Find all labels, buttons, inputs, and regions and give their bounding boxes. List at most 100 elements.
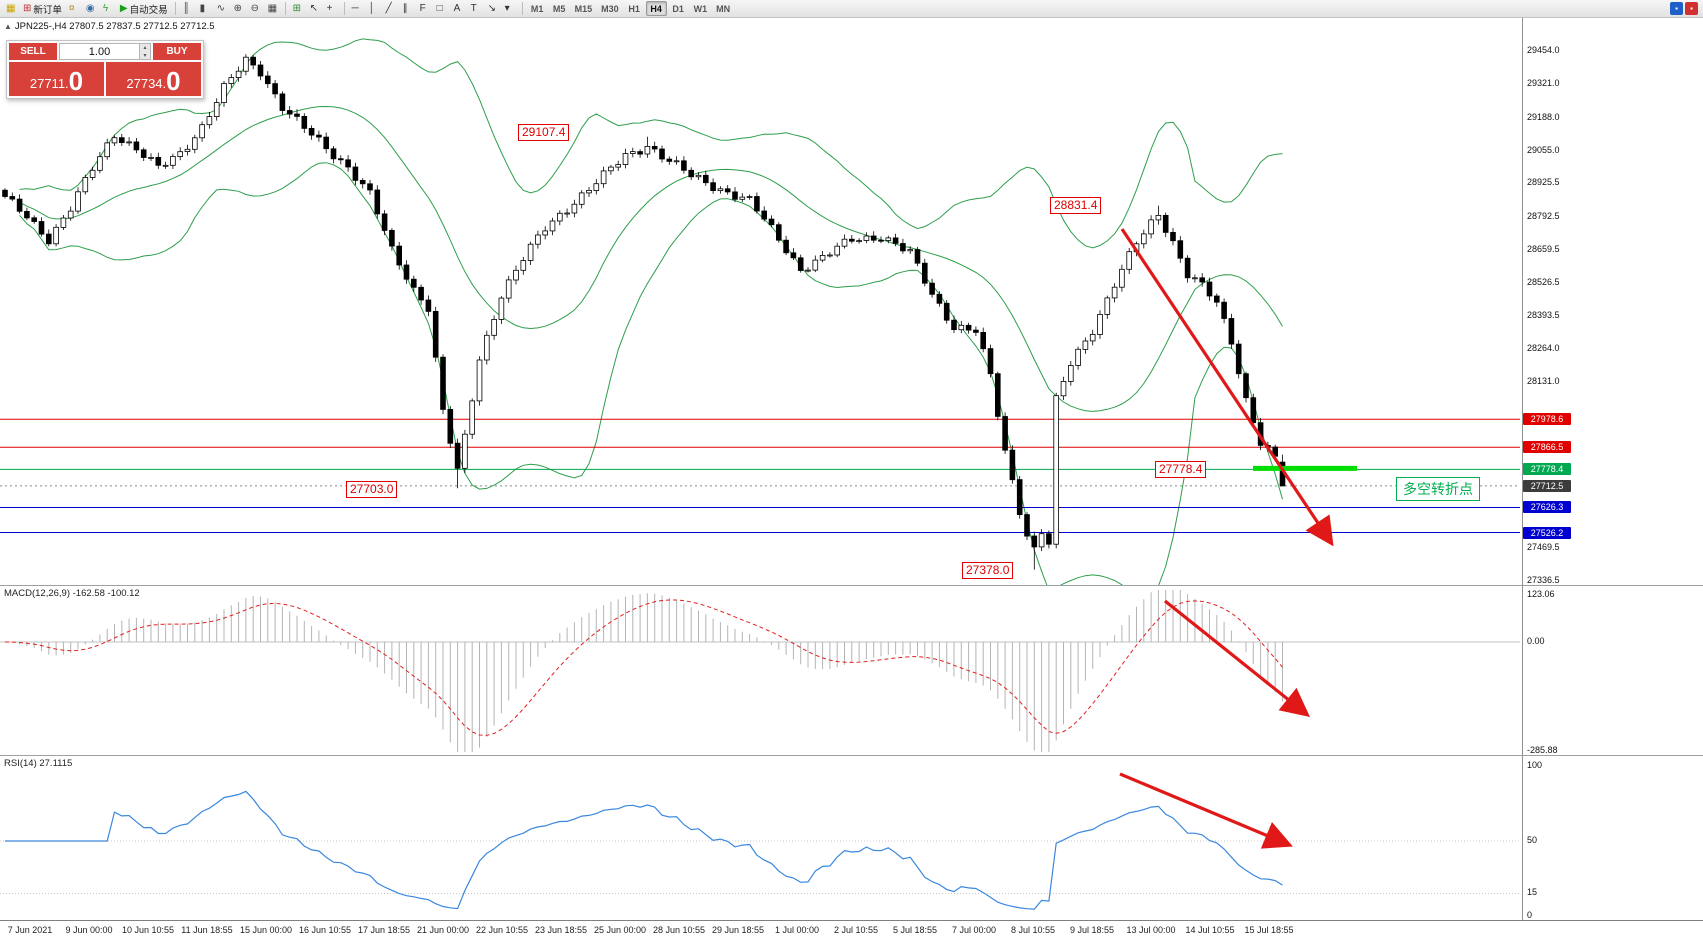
- timeframe-W1[interactable]: W1: [693, 3, 708, 14]
- time-axis-label: 29 Jun 18:55: [711, 925, 765, 935]
- rsi-panel[interactable]: RSI(14) 27.1115: [0, 755, 1703, 920]
- price-chart-canvas[interactable]: [0, 18, 1703, 585]
- expert-advisor-icon[interactable]: ϟ: [100, 1, 116, 16]
- bar-chart-mode-icon: ║: [182, 2, 190, 14]
- time-axis-label: 25 Jun 00:00: [593, 925, 647, 935]
- timeframe-MN[interactable]: MN: [716, 3, 731, 14]
- vertical-line-icon[interactable]: │: [366, 1, 382, 16]
- main-price-chart[interactable]: ▲ JPN225-,H4 27807.5 27837.5 27712.5 2771…: [0, 18, 1703, 585]
- zoom-out-icon[interactable]: ⊖: [248, 1, 264, 16]
- volume-spinner: ▴ ▾: [139, 44, 150, 59]
- shapes-icon: □: [436, 2, 443, 14]
- macd-scale-label: -285.88: [1527, 745, 1558, 755]
- price-callout: 29107.4: [518, 124, 570, 141]
- symbol-ohlc-text: JPN225-,H4 27807.5 27837.5 27712.5 27712…: [14, 21, 215, 32]
- rsi-line: [5, 790, 1283, 910]
- buy-button[interactable]: BUY: [153, 43, 201, 60]
- crosshair-icon[interactable]: +: [324, 1, 340, 16]
- time-axis[interactable]: 7 Jun 2021 9 Jun 00:00 10 Jun 10:55 11 Jun …: [0, 920, 1703, 940]
- new-chart-icon: ⊞: [292, 2, 302, 14]
- web-terminal-icon[interactable]: ◉: [83, 1, 99, 16]
- horizontal-line-icon[interactable]: ─: [349, 1, 365, 16]
- volume-decrease-icon[interactable]: ▾: [139, 51, 150, 59]
- text-tool-icon: A: [453, 2, 461, 14]
- toolbar-right-icons: ▪ ▪: [1670, 2, 1700, 15]
- macd-panel[interactable]: MACD(12,26,9) -162.58 -100.12: [0, 585, 1703, 755]
- timeframe-M30[interactable]: M30: [601, 3, 619, 14]
- time-axis-label: 23 Jun 18:55: [534, 925, 588, 935]
- trendline-icon[interactable]: ╱: [383, 1, 399, 16]
- volume-input[interactable]: 1.00: [88, 45, 111, 58]
- price-callout: 27778.4: [1155, 461, 1207, 478]
- timeframe-M15[interactable]: M15: [574, 3, 593, 14]
- candlestick-mode-icon[interactable]: ▮: [197, 1, 213, 16]
- text-tool-icon[interactable]: A: [451, 1, 467, 16]
- price-tag: 27626.3: [1523, 501, 1571, 513]
- timeframe-M1[interactable]: M1: [530, 3, 544, 14]
- cursor-icon[interactable]: ↖: [307, 1, 323, 16]
- timeframe-H1[interactable]: H1: [628, 3, 640, 14]
- time-axis-label: 22 Jun 10:55: [475, 925, 529, 935]
- zoom-out-icon: ⊖: [250, 2, 260, 14]
- equidistant-channel-icon[interactable]: ∥: [400, 1, 416, 16]
- market-watch-icon[interactable]: ▦: [3, 1, 19, 16]
- market-watch-icon: ▦: [6, 2, 16, 14]
- auto-trading-button[interactable]: ▶ 自动交易: [117, 1, 171, 16]
- toolbar-separator: [174, 2, 176, 15]
- sell-price-main: 27711.: [29, 76, 69, 91]
- bollinger-lower-line: [19, 162, 1283, 585]
- price-callout: 27703.0: [346, 481, 398, 498]
- price-axis-label: 29055.0: [1527, 145, 1560, 155]
- toolbar-separator: [284, 2, 286, 15]
- tile-windows-icon[interactable]: ▦: [265, 1, 281, 16]
- rsi-scale-label: 15: [1527, 887, 1538, 897]
- timeframe-D1[interactable]: D1: [672, 3, 684, 14]
- sell-button[interactable]: SELL: [9, 43, 57, 60]
- timeframe-H4[interactable]: H4: [645, 1, 667, 16]
- buy-price-button[interactable]: 27734. 0: [106, 62, 201, 96]
- tile-windows-icon: ▦: [267, 2, 278, 14]
- workspace-red-icon[interactable]: ▪: [1685, 2, 1698, 15]
- price-axis-label: 28925.5: [1527, 177, 1560, 187]
- time-axis-label: 21 Jun 00:00: [416, 925, 470, 935]
- arrows-tool-icon[interactable]: ↘: [485, 1, 501, 16]
- new-order-button[interactable]: ⊞ 新订单: [20, 1, 65, 16]
- price-axis-label: 28526.5: [1527, 277, 1560, 287]
- price-axis-label: 28264.0: [1527, 343, 1560, 353]
- macd-label: MACD(12,26,9) -162.58 -100.12: [4, 588, 140, 599]
- tools-dropdown-icon[interactable]: ▾: [502, 1, 518, 16]
- vertical-line-icon: │: [368, 2, 375, 14]
- time-axis-label: 7 Jul 00:00: [951, 925, 997, 935]
- bar-chart-mode-icon[interactable]: ║: [180, 1, 196, 16]
- rsi-label: RSI(14) 27.1115: [4, 758, 73, 769]
- macd-scale-label: 0.00: [1527, 636, 1545, 646]
- workspace-blue-icon[interactable]: ▪: [1670, 2, 1683, 15]
- deposit-icon[interactable]: ¤: [66, 1, 82, 16]
- macd-canvas[interactable]: [0, 586, 1703, 755]
- toolbar-separator: [343, 2, 345, 15]
- volume-field: 1.00 ▴ ▾: [59, 43, 151, 60]
- one-click-trading-panel: SELL 1.00 ▴ ▾ BUY 27711. 0 27734. 0: [6, 40, 204, 99]
- auto-trading-button-label: 自动交易: [129, 4, 168, 16]
- fibonacci-icon[interactable]: F: [417, 1, 433, 16]
- sell-price-big-digit: 0: [68, 66, 84, 96]
- bollinger-bands: [19, 38, 1283, 585]
- time-axis-label: 2 Jul 10:55: [833, 925, 879, 935]
- sell-price-button[interactable]: 27711. 0: [9, 62, 104, 96]
- price-callout: 27378.0: [962, 562, 1014, 579]
- time-axis-label: 17 Jun 18:55: [357, 925, 411, 935]
- shapes-icon[interactable]: □: [434, 1, 450, 16]
- price-axis-label: 27469.5: [1527, 542, 1560, 552]
- rsi-canvas[interactable]: [0, 756, 1703, 920]
- new-chart-icon[interactable]: ⊞: [290, 1, 306, 16]
- text-label-tool-icon[interactable]: T: [468, 1, 484, 16]
- price-axis-label: 28131.0: [1527, 376, 1560, 386]
- new-order-button-label: 新订单: [33, 4, 62, 16]
- line-chart-mode-icon[interactable]: ∿: [214, 1, 230, 16]
- bollinger-middle-line: [19, 105, 1283, 412]
- zoom-in-icon[interactable]: ⊕: [231, 1, 247, 16]
- price-axis-label: 29454.0: [1527, 45, 1560, 55]
- volume-increase-icon[interactable]: ▴: [139, 44, 150, 52]
- price-axis-label: 29321.0: [1527, 78, 1560, 88]
- timeframe-M5[interactable]: M5: [552, 3, 566, 14]
